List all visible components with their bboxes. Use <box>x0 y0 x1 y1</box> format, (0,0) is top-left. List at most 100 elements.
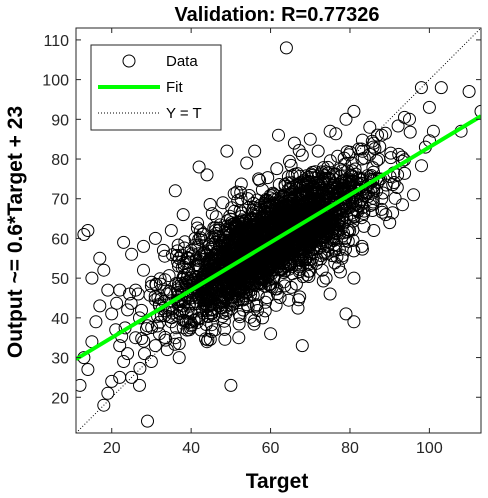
data-point <box>240 298 254 312</box>
data-point <box>261 171 275 185</box>
y-tick-label: 100 <box>42 73 69 90</box>
data-point <box>281 176 295 190</box>
data-point <box>89 315 103 329</box>
data-point <box>347 271 361 285</box>
data-point <box>315 263 329 277</box>
data-point <box>232 331 246 345</box>
data-point <box>310 218 324 232</box>
y-tick-label: 40 <box>51 311 69 328</box>
data-point <box>141 319 154 333</box>
data-point <box>177 257 191 270</box>
data-point <box>198 246 212 260</box>
x-tick-label: 40 <box>182 440 200 457</box>
y-tick-label: 70 <box>51 192 69 209</box>
data-point <box>462 85 476 98</box>
data-point <box>105 374 119 388</box>
data-point <box>340 210 354 224</box>
data-point <box>267 233 281 247</box>
data-point <box>292 293 306 307</box>
data-point <box>220 144 234 158</box>
identity-line <box>76 28 481 433</box>
data-point <box>171 244 184 258</box>
data-point <box>210 279 224 293</box>
x-tick-label: 100 <box>416 440 443 457</box>
data-point <box>264 218 278 232</box>
data-point <box>157 283 171 297</box>
data-point <box>179 314 193 328</box>
data-point <box>248 257 262 271</box>
data-point <box>302 221 316 235</box>
data-point <box>76 378 87 392</box>
data-point <box>331 149 345 163</box>
data-point <box>135 303 148 317</box>
data-point <box>133 361 147 375</box>
data-point <box>144 279 158 293</box>
data-point <box>259 217 273 231</box>
data-point <box>227 257 241 271</box>
data-point <box>151 291 165 305</box>
data-point <box>193 224 207 238</box>
data-point <box>305 247 318 261</box>
data-point <box>129 283 143 297</box>
data-point <box>218 332 232 346</box>
data-point <box>77 228 91 241</box>
data-point <box>234 221 248 235</box>
data-point <box>202 253 216 267</box>
data-point <box>335 251 349 265</box>
legend-label-identity: Y = T <box>166 105 202 122</box>
data-point <box>281 238 295 252</box>
data-point <box>242 189 256 202</box>
data-point <box>275 254 289 268</box>
data-point <box>248 144 262 158</box>
data-point <box>180 271 194 285</box>
data-point <box>305 189 319 203</box>
data-point <box>264 327 278 341</box>
data-point <box>176 321 190 335</box>
data-point <box>117 235 131 249</box>
data-point <box>193 231 207 245</box>
data-point <box>284 223 298 236</box>
data-point <box>251 304 264 317</box>
data-point <box>264 279 278 293</box>
data-point <box>285 169 299 183</box>
data-point <box>259 295 272 309</box>
data-point <box>239 291 253 305</box>
data-point <box>291 236 305 250</box>
data-point <box>177 272 190 286</box>
data-point <box>224 378 238 392</box>
data-point <box>316 274 330 288</box>
data-point <box>97 398 111 412</box>
y-tick-label: 110 <box>43 33 69 50</box>
data-point <box>81 363 95 376</box>
data-point <box>319 271 333 285</box>
data-point <box>298 236 311 250</box>
data-point <box>200 335 214 349</box>
data-point <box>335 164 349 178</box>
data-point <box>310 227 324 241</box>
data-point <box>284 158 298 172</box>
data-point <box>300 187 314 201</box>
data-point <box>281 183 295 197</box>
data-point <box>209 210 223 224</box>
data-point <box>434 81 448 95</box>
data-point <box>172 351 186 365</box>
data-point <box>371 128 384 142</box>
data-point <box>403 125 417 139</box>
data-point <box>379 208 393 222</box>
data-point <box>383 216 397 230</box>
data-point <box>223 281 236 295</box>
data-point <box>312 217 325 231</box>
data-point <box>311 175 325 189</box>
data-point <box>291 301 305 315</box>
data-point <box>339 307 353 321</box>
data-point <box>244 276 258 290</box>
data-point <box>327 167 341 181</box>
data-point <box>223 228 236 242</box>
data-point <box>375 192 389 206</box>
data-point <box>311 144 325 158</box>
data-point <box>137 263 150 277</box>
data-point <box>346 208 360 222</box>
data-point <box>426 124 440 138</box>
data-point <box>317 230 330 244</box>
data-point <box>247 317 261 331</box>
